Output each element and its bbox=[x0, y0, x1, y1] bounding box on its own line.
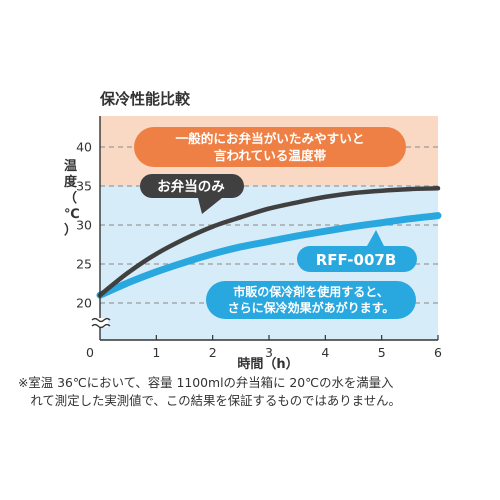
x-axis-title: 時間（h） bbox=[237, 356, 298, 372]
x-tick-labels: 0 1 2 3 4 5 6 bbox=[86, 335, 442, 360]
y-tick-20: 20 bbox=[76, 296, 92, 311]
y-tick-25: 25 bbox=[76, 257, 92, 272]
x-tick-1: 1 bbox=[152, 345, 160, 360]
y-tick-30: 30 bbox=[76, 218, 92, 233]
x-tick-0: 0 bbox=[86, 345, 94, 360]
series-label-rff: RFF-007B bbox=[297, 230, 417, 272]
x-tick-2: 2 bbox=[209, 345, 217, 360]
band-label-bubble: 一般的にお弁当がいたみやすいと 言われている温度帯 bbox=[134, 127, 406, 167]
chart: 一般的にお弁当がいたみやすいと 言われている温度帯 お弁当のみ RFF-007B… bbox=[64, 90, 442, 372]
series-line-rff bbox=[96, 212, 442, 299]
band-label-line-2: 言われている温度帯 bbox=[214, 148, 327, 163]
series-name-rff: RFF-007B bbox=[316, 251, 397, 269]
series-lines bbox=[96, 186, 442, 299]
footnote: ※室温 36℃において、容量 1100mlの弁当箱に 20℃の水を満量入 れて測… bbox=[18, 374, 488, 410]
callout-line-2: さらに保冷効果があがります。 bbox=[228, 300, 395, 315]
y-tick-labels: 20 25 30 35 40 bbox=[76, 140, 92, 311]
x-tick-3: 3 bbox=[265, 345, 273, 360]
y-axis-title: 温度（℃） bbox=[64, 159, 80, 238]
x-tick-5: 5 bbox=[378, 345, 386, 360]
series-line-bento bbox=[97, 186, 441, 298]
x-tick-4: 4 bbox=[321, 345, 329, 360]
ice-pack-callout: 市販の保冷剤を使用すると、 さらに保冷効果があがります。 bbox=[206, 281, 416, 319]
footnote-line-2: れて測定した実測値で、この結果を保証するものではありません。 bbox=[18, 393, 401, 408]
axis-break-icon bbox=[91, 317, 111, 329]
x-tick-6: 6 bbox=[434, 345, 442, 360]
callout-line-1: 市販の保冷剤を使用すると、 bbox=[233, 284, 389, 299]
y-tick-35: 35 bbox=[76, 179, 92, 194]
y-tick-40: 40 bbox=[76, 140, 92, 155]
footnote-line-1: ※室温 36℃において、容量 1100mlの弁当箱に 20℃の水を満量入 bbox=[18, 375, 394, 390]
chart-title: 保冷性能比較 bbox=[99, 90, 191, 108]
band-label-line-1: 一般的にお弁当がいたみやすいと bbox=[176, 131, 365, 146]
series-label-bento: お弁当のみ bbox=[140, 174, 244, 214]
series-name-bento: お弁当のみ bbox=[157, 178, 225, 195]
